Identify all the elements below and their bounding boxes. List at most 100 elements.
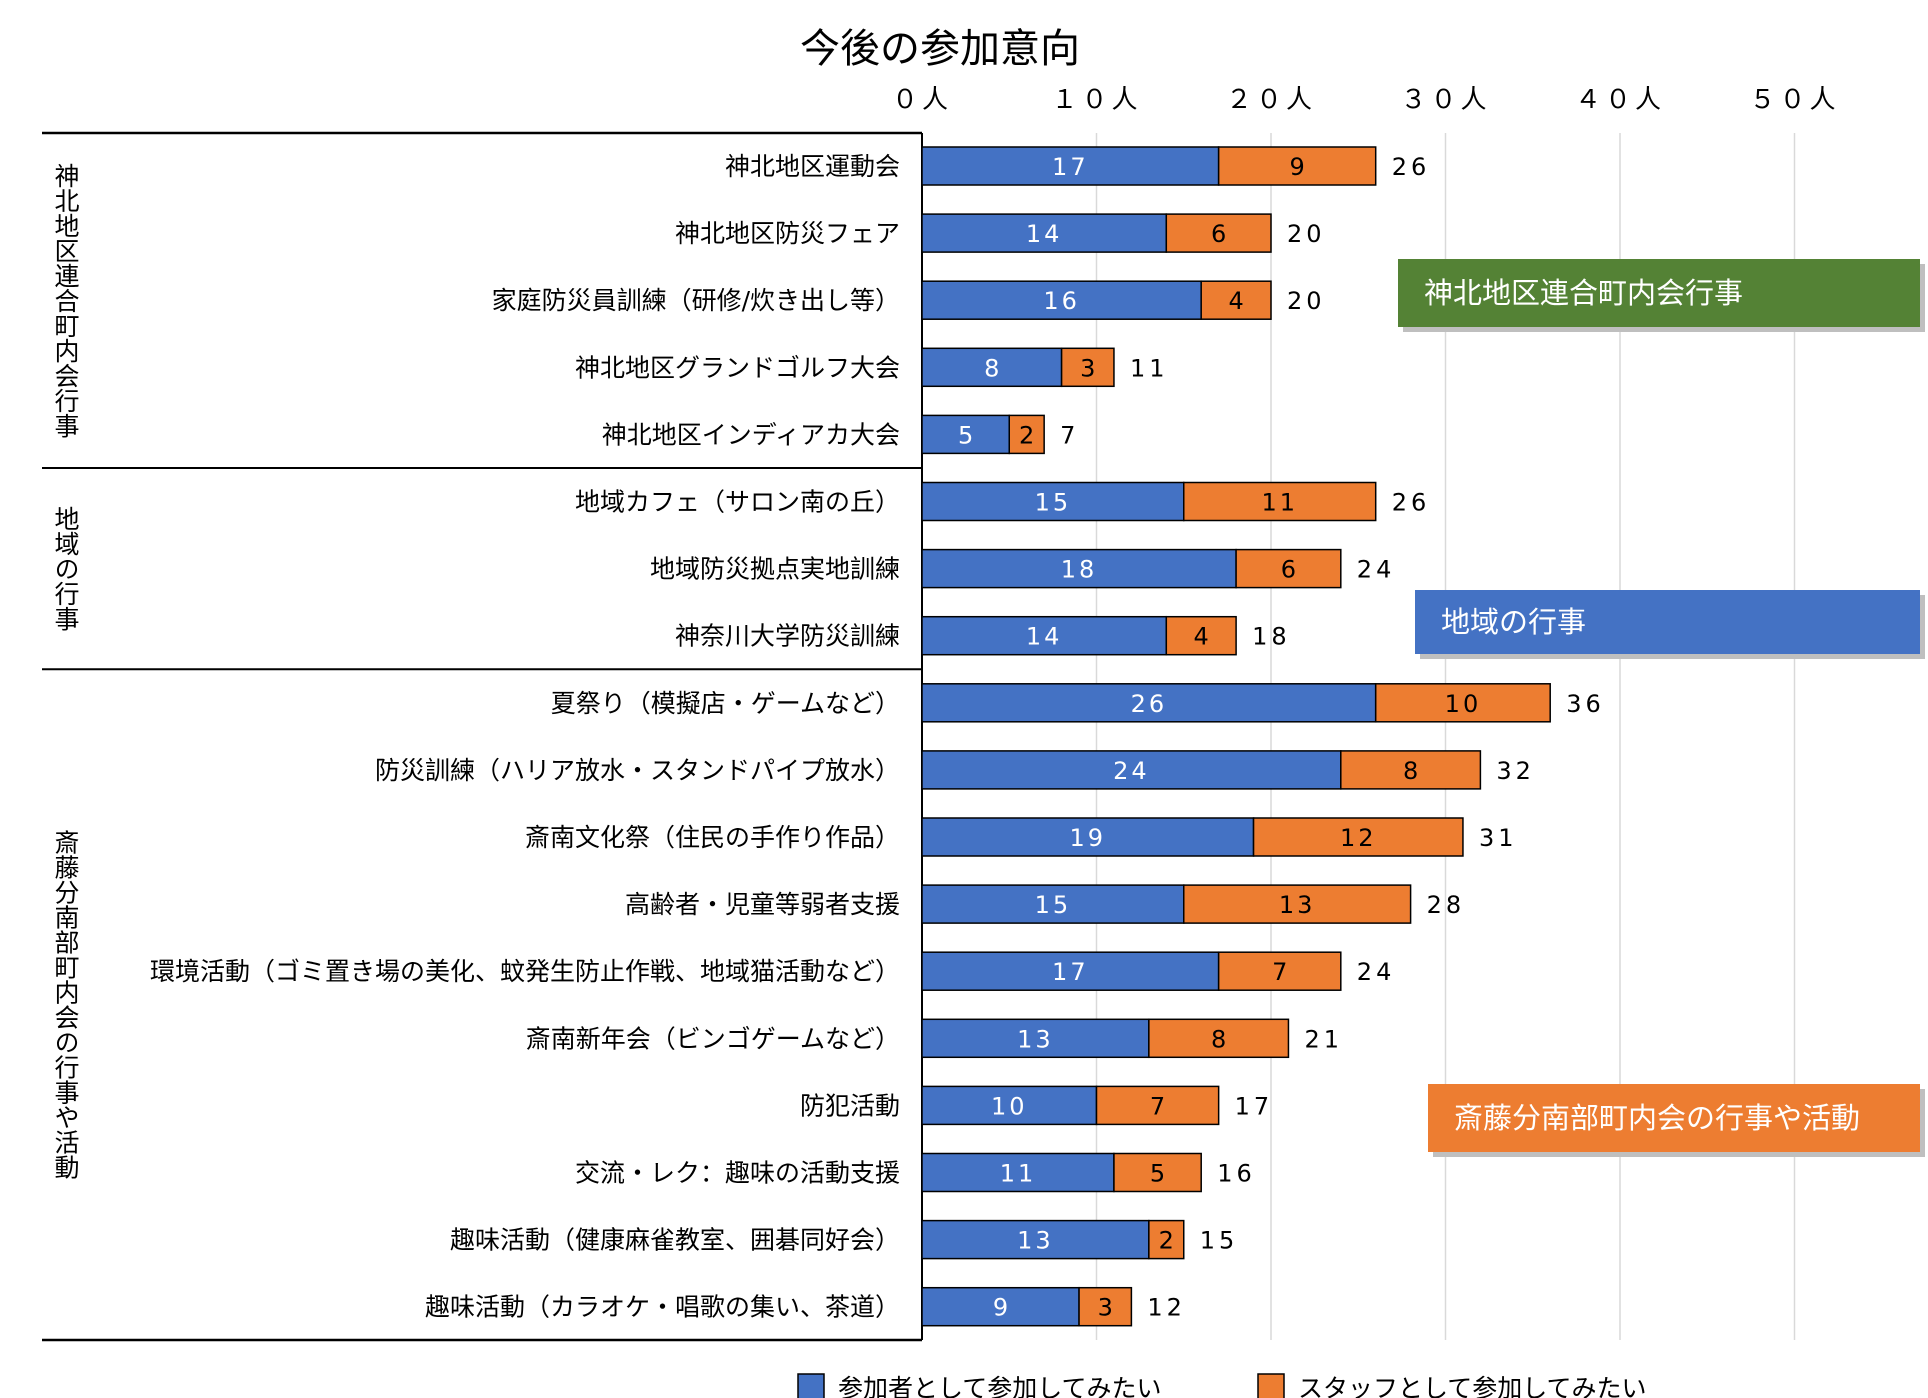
bar-segment (1113, 1152, 1202, 1193)
bar-segment (1060, 347, 1115, 388)
bar-value-label: 6 (1281, 556, 1296, 584)
bar-value-label: 18 (1061, 556, 1098, 584)
bar-value-label: 10 (991, 1092, 1028, 1120)
bar-value-label: 26 (1131, 690, 1168, 718)
group-callout-text: 斎藤分南部町内会の行事や活動 (1454, 1101, 1860, 1135)
bar-total-label: 32 (1496, 757, 1535, 785)
bar-segment (921, 683, 1377, 723)
category-label: 神北地区運動会 (725, 152, 900, 181)
category-label: 地域防災拠点実地訓練 (650, 555, 900, 584)
bar-value-label: 7 (1272, 958, 1287, 986)
category-label: 防犯活動 (800, 1091, 900, 1120)
bar-segment (1217, 146, 1377, 186)
bar-value-label: 2 (1019, 421, 1034, 449)
legend-label: スタッフとして参加してみたい (1298, 1374, 1647, 1398)
group-callout-text: 地域の行事 (1441, 605, 1586, 639)
bar-segment (1078, 1286, 1133, 1327)
bar-value-label: 6 (1211, 220, 1226, 248)
bar-total-label: 7 (1060, 421, 1079, 449)
bar-value-label: 17 (1052, 958, 1089, 986)
bar-segment (921, 1219, 1150, 1260)
bar-value-label: 2 (1159, 1227, 1174, 1255)
bar-segment (1008, 414, 1045, 455)
group-callout-text: 神北地区連合町内会行事 (1424, 276, 1743, 310)
group-label: 斎藤分南部町内会の行事や活動 (51, 830, 80, 1180)
bar-total-label: 16 (1217, 1160, 1256, 1188)
bar-value-label: 14 (1026, 623, 1063, 651)
bar-value-label: 15 (1035, 489, 1072, 517)
bar-value-label: 13 (1279, 891, 1316, 919)
bar-segment (921, 750, 1342, 790)
bar-value-label: 19 (1070, 824, 1107, 852)
bar-value-label: 15 (1035, 891, 1072, 919)
category-label: 交流・レク：趣味の活動支援 (575, 1159, 900, 1188)
bar-value-label: 13 (1017, 1025, 1054, 1053)
bar-total-label: 21 (1304, 1025, 1343, 1053)
bar-segment (921, 414, 1010, 455)
bar-segment (1165, 213, 1272, 253)
x-tick-label: ５０人 (1749, 85, 1839, 115)
category-label: 神北地区インディアカ大会 (602, 420, 900, 449)
bar-total-label: 20 (1287, 220, 1326, 248)
chart-title: 今後の参加意向 (800, 26, 1080, 72)
x-tick-label: ０人 (892, 85, 952, 115)
bar-value-label: 9 (1290, 153, 1305, 181)
bar-total-label: 24 (1357, 556, 1396, 584)
bar-total-label: 17 (1235, 1092, 1274, 1120)
bar-segment (1374, 683, 1551, 723)
bar-value-label: 16 (1043, 287, 1080, 315)
bar-value-label: 8 (1403, 757, 1418, 785)
bar-value-label: 14 (1026, 220, 1063, 248)
legend-label: 参加者として参加してみたい (838, 1374, 1162, 1398)
group-callout-box (1428, 1084, 1920, 1152)
category-label: 環境活動（ゴミ置き場の美化、蚊発生防止作戦、地域猫活動など） (150, 957, 900, 986)
category-label: 斎南文化祭（住民の手作り作品） (525, 823, 900, 852)
bar-segment (1148, 1018, 1290, 1059)
bar-segment (921, 884, 1185, 924)
bar-total-label: 28 (1427, 891, 1466, 919)
bar-value-label: 5 (1150, 1160, 1165, 1188)
group-label: 地域の行事 (51, 506, 80, 631)
group-label: 神北地区連合町内会行事 (51, 163, 80, 438)
group-callout-box (1415, 590, 1920, 654)
bar-value-label: 5 (958, 421, 973, 449)
x-tick-label: ４０人 (1575, 85, 1665, 115)
bar-value-label: 7 (1150, 1092, 1165, 1120)
bar-value-label: 8 (984, 354, 999, 382)
category-label: 趣味活動（健康麻雀教室、囲碁同好会） (450, 1226, 900, 1255)
bar-segment (921, 615, 1168, 656)
category-label: 神北地区グランドゴルフ大会 (575, 353, 900, 382)
bar-segment (921, 481, 1185, 522)
category-label: 家庭防災員訓練（研修/炊き出し等） (492, 286, 900, 315)
x-tick-label: １０人 (1051, 85, 1141, 115)
bar-total-label: 36 (1566, 690, 1605, 718)
bar-segment (1200, 280, 1272, 320)
category-label: 趣味活動（カラオケ・唱歌の集い、茶道） (425, 1293, 900, 1322)
bar-value-label: 13 (1017, 1227, 1054, 1255)
bar-segment (921, 1085, 1098, 1126)
bar-segment (1340, 750, 1482, 790)
legend-swatch (1257, 1373, 1285, 1398)
bar-segment (921, 347, 1063, 388)
category-label: 神北地区防災フェア (675, 219, 900, 248)
bar-value-label: 17 (1052, 153, 1089, 181)
bar-total-label: 31 (1479, 824, 1518, 852)
bar-value-label: 9 (993, 1294, 1008, 1322)
group-callout-box (1398, 259, 1920, 327)
bar-total-label: 12 (1147, 1294, 1186, 1322)
chart-frame (42, 131, 923, 1342)
category-label: 防災訓練（ハリア放水・スタンドパイプ放水） (375, 756, 900, 785)
bar-segment (1148, 1219, 1185, 1260)
category-label: 斎南新年会（ビンゴゲームなど） (526, 1024, 900, 1053)
bar-total-label: 26 (1392, 489, 1431, 517)
bar-total-label: 15 (1200, 1227, 1239, 1255)
bar-total-label: 24 (1357, 958, 1396, 986)
x-tick-label: ２０人 (1226, 85, 1316, 115)
category-label: 地域カフェ（サロン南の丘） (575, 488, 900, 517)
bar-value-label: 4 (1228, 287, 1243, 315)
bar-value-label: 4 (1194, 623, 1209, 651)
bar-value-label: 12 (1340, 824, 1377, 852)
